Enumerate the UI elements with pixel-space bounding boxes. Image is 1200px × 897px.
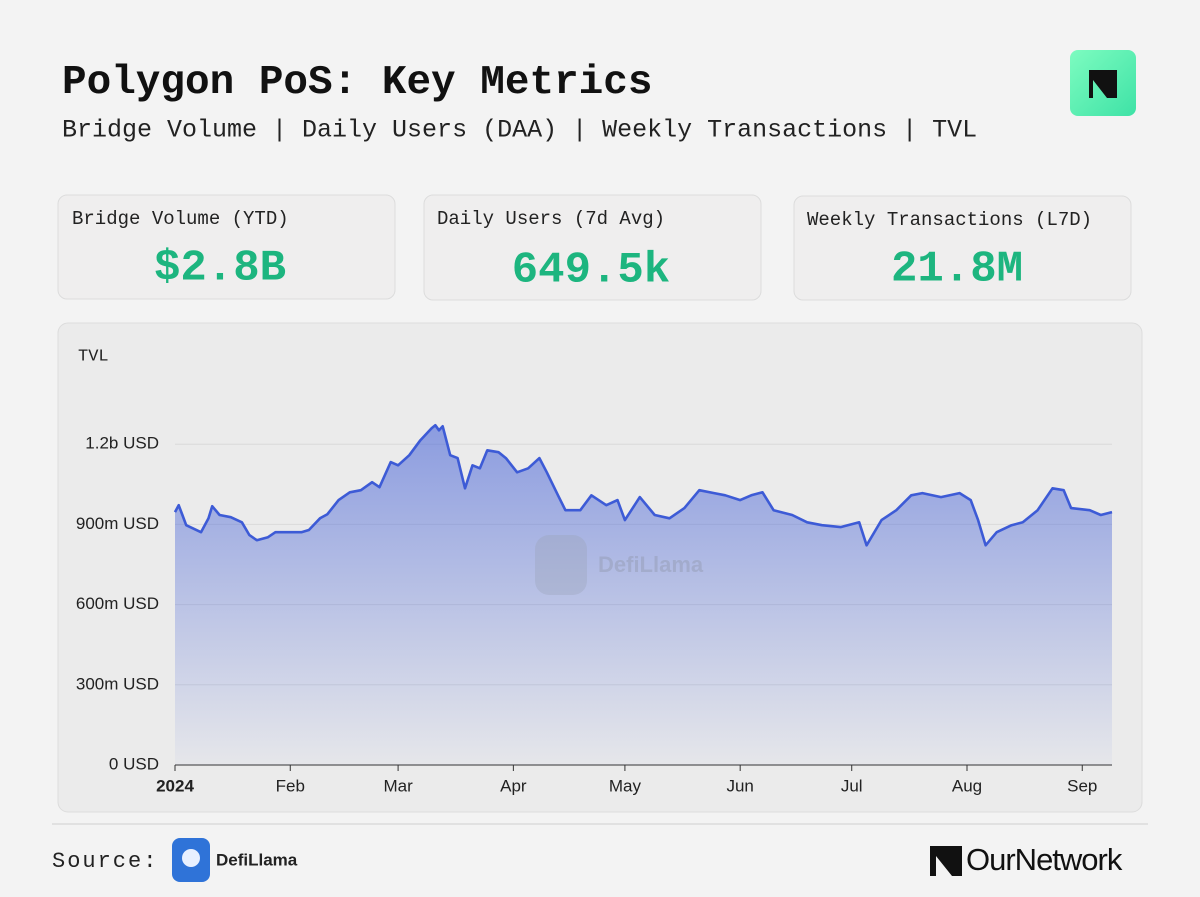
x-tick-label: Feb [276,776,305,795]
watermark-text: DefiLlama [598,552,704,577]
x-tick-label: Sep [1067,776,1097,795]
plot: 0 USD 300m USD 600m USD 900m USD 1.2b USD 202… [76,423,1113,795]
chart-title: TVL [78,347,109,366]
x-tick-label: Jun [726,776,753,795]
source-icon [172,838,210,882]
brand-icon [930,846,962,876]
watermark: DefiLlama [535,535,704,595]
x-tick-label: May [609,776,642,795]
title: Polygon PoS: Key Metrics [62,60,653,106]
area [175,425,1112,765]
y-tick-label: 0 USD [109,754,159,773]
x-tick-label: Aug [952,776,982,795]
subtitle: Bridge Volume | Daily Users (DAA) | Week… [62,116,977,145]
card-label: Daily Users (7d Avg) [437,208,665,230]
x-tick-label: Mar [383,776,413,795]
y-tick-label: 900m USD [76,514,159,533]
brand-name: OurNetwork [966,842,1123,877]
source-name: DefiLlama [216,850,298,869]
y-tick-label: 300m USD [76,674,159,693]
source-label: Source: [52,849,158,874]
card [57,194,396,300]
y-tick-label: 600m USD [76,594,159,613]
x-tick-label: Apr [500,776,527,795]
brand-logo [1070,50,1136,116]
y-tick-label: 1.2b USD [85,434,159,453]
card-value: 21.8M [891,245,1023,295]
card-label: Weekly Transactions (L7D) [807,209,1092,231]
x-tick-label: Jul [841,776,863,795]
card-label: Bridge Volume (YTD) [72,208,289,230]
card [793,195,1132,301]
card-value: $2.8B [154,244,286,294]
x-tick-label: 2024 [156,776,194,795]
line [173,423,1113,547]
card-value: 649.5k [512,246,670,296]
card [423,194,762,301]
